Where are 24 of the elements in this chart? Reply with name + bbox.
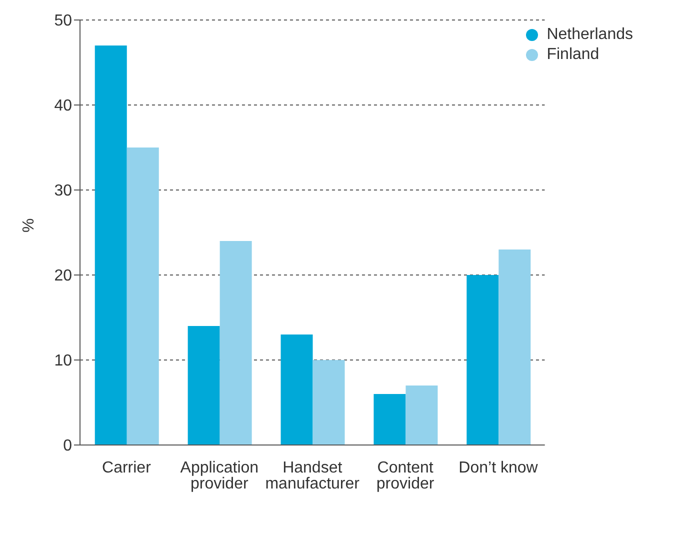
y-tick-label: 10 <box>54 352 72 370</box>
bar <box>312 360 345 445</box>
bar <box>406 386 438 445</box>
y-tick-label: 20 <box>54 268 72 285</box>
bar <box>188 326 220 445</box>
x-tick-label: Content provider <box>376 459 435 492</box>
x-tick-label: Handset manufacturer <box>265 459 360 492</box>
bar <box>126 148 159 445</box>
y-tick-label: 40 <box>54 98 72 115</box>
x-tick-label: Application provider <box>180 459 259 492</box>
legend-label: Finland <box>546 46 600 64</box>
x-tick-label: Carrier <box>102 459 152 476</box>
bar <box>220 241 252 445</box>
bar <box>498 250 531 445</box>
bar <box>94 46 127 445</box>
y-tick-label: 30 <box>54 182 72 200</box>
x-tick-label: Don’t know <box>458 459 538 476</box>
y-axis-title: % <box>20 218 38 232</box>
y-tick-label: 50 <box>54 12 72 30</box>
bar <box>466 275 499 445</box>
bar <box>374 394 406 445</box>
y-tick-label: 0 <box>63 438 72 455</box>
legend-label: Netherlands <box>546 26 633 44</box>
bar <box>280 334 313 445</box>
